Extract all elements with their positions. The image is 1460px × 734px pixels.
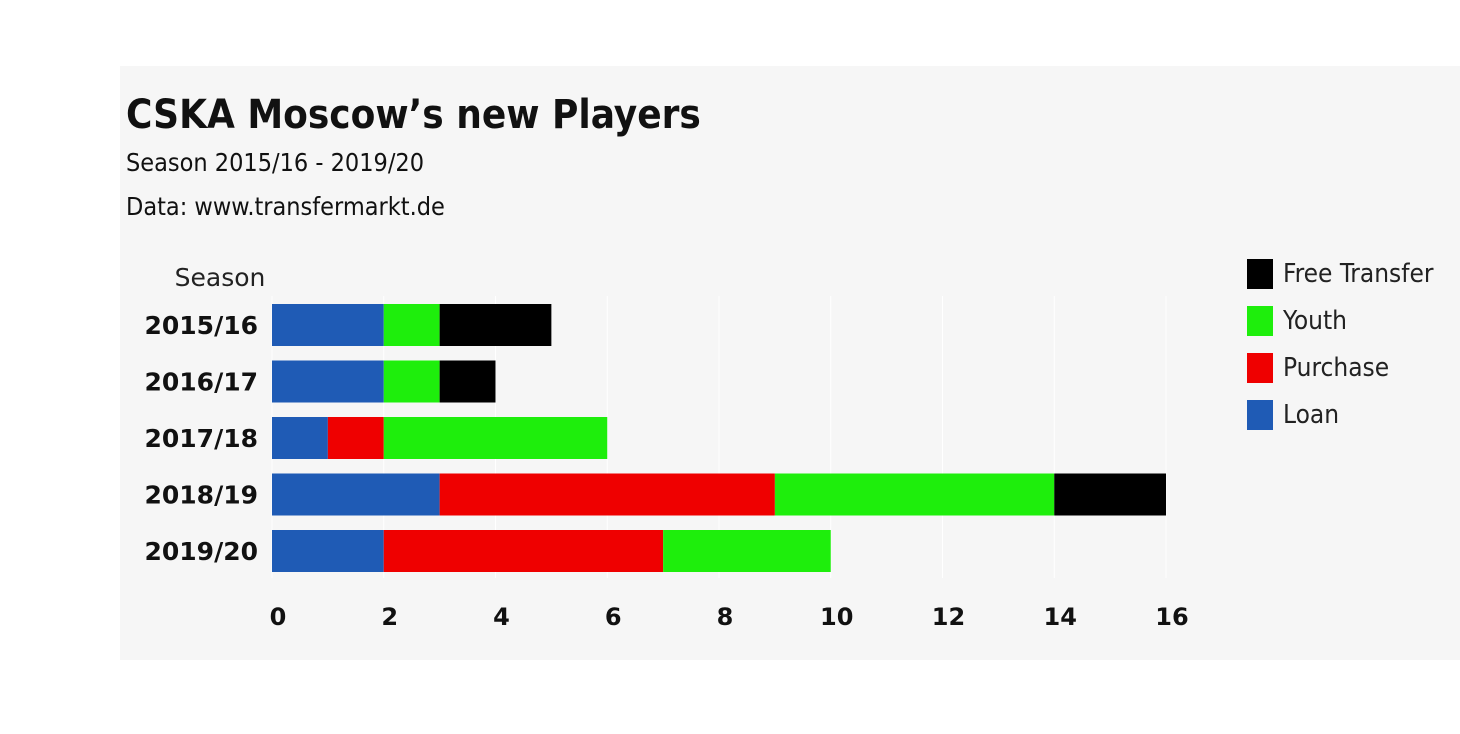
y-axis-label: Season [175, 263, 266, 292]
bar-purchase-2019-20 [383, 530, 664, 572]
chart-source: Data: www.transfermarkt.de [126, 192, 445, 221]
bar-purchase-2017-18 [327, 417, 384, 459]
bar-loan-2016-17 [272, 360, 384, 403]
chart-subtitle: Season 2015/16 - 2019/20 [126, 148, 425, 177]
bar-loan-2017-18 [272, 417, 328, 459]
x-tick-label-1: 2 [381, 603, 398, 631]
x-tick-label-8: 16 [1155, 603, 1188, 631]
bar-youth-2019-20 [663, 530, 831, 572]
category-label-2016-17: 2016/17 [144, 368, 258, 397]
legend-item-free-transfer: Free Transfer [1247, 258, 1433, 290]
legend-label: Purchase [1283, 353, 1390, 383]
legend-label: Free Transfer [1283, 259, 1434, 289]
bar-free-transfer-2018-19 [1054, 473, 1166, 516]
legend-item-youth: Youth [1247, 305, 1347, 337]
legend-swatch [1247, 306, 1273, 336]
legend-swatch [1247, 400, 1273, 430]
x-tick-label-6: 12 [932, 603, 965, 631]
category-label-2015-16: 2015/16 [144, 311, 258, 340]
legend-item-purchase: Purchase [1247, 352, 1389, 384]
bar-free-transfer-2015-16 [439, 304, 552, 346]
x-tick-label-4: 8 [717, 603, 734, 631]
chart-title: CSKA Moscow’s new Players [126, 92, 701, 138]
bar-youth-2015-16 [383, 304, 440, 346]
bar-loan-2018-19 [272, 473, 440, 516]
x-tick-label-0: 0 [270, 603, 287, 631]
x-tick-label-7: 14 [1044, 603, 1077, 631]
bar-youth-2016-17 [383, 360, 440, 403]
legend-item-loan: Loan [1247, 399, 1339, 431]
category-label-2017-18: 2017/18 [144, 424, 258, 453]
x-tick-label-5: 10 [820, 603, 853, 631]
bar-free-transfer-2016-17 [439, 360, 496, 403]
bar-loan-2015-16 [272, 304, 384, 346]
legend-swatch [1247, 259, 1273, 289]
category-label-2018-19: 2018/19 [144, 481, 258, 510]
category-label-2019-20: 2019/20 [144, 537, 258, 566]
bar-purchase-2018-19 [439, 473, 775, 516]
bar-youth-2017-18 [383, 417, 608, 459]
legend-label: Youth [1283, 306, 1347, 336]
x-tick-label-2: 4 [493, 603, 510, 631]
legend-swatch [1247, 353, 1273, 383]
bar-loan-2019-20 [272, 530, 384, 572]
bar-youth-2018-19 [774, 473, 1055, 516]
x-tick-label-3: 6 [605, 603, 622, 631]
legend-label: Loan [1283, 400, 1340, 430]
